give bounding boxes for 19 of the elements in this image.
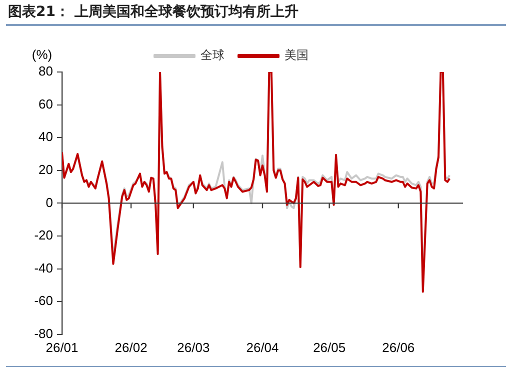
x-tick-label: 26/01 [46, 340, 78, 355]
y-tick-label: 0 [46, 194, 53, 210]
x-tick-label: 26/02 [114, 340, 148, 355]
y-tick-label: 40 [38, 129, 53, 144]
chart-title: 图表21： 上周美国和全球餐饮预订均有所上升 [8, 3, 298, 21]
y-tick-label: 20 [38, 162, 53, 177]
y-tick-label: -20 [34, 228, 53, 243]
legend-label: 美国 [284, 48, 308, 62]
x-tick-label: 26/03 [177, 340, 210, 355]
y-tick-label: 60 [38, 96, 53, 112]
y-tick-label: -60 [34, 293, 53, 308]
legend-label: 全球 [200, 48, 224, 62]
y-tick-label: -80 [34, 326, 53, 341]
y-axis-title: (%) [32, 47, 52, 62]
x-tick-label: 26/04 [246, 340, 279, 355]
y-tick-label: -40 [34, 260, 53, 276]
x-tick-label: 26/06 [382, 340, 415, 355]
x-tick-label: 26/05 [313, 340, 346, 355]
y-tick-label: 80 [38, 64, 53, 79]
